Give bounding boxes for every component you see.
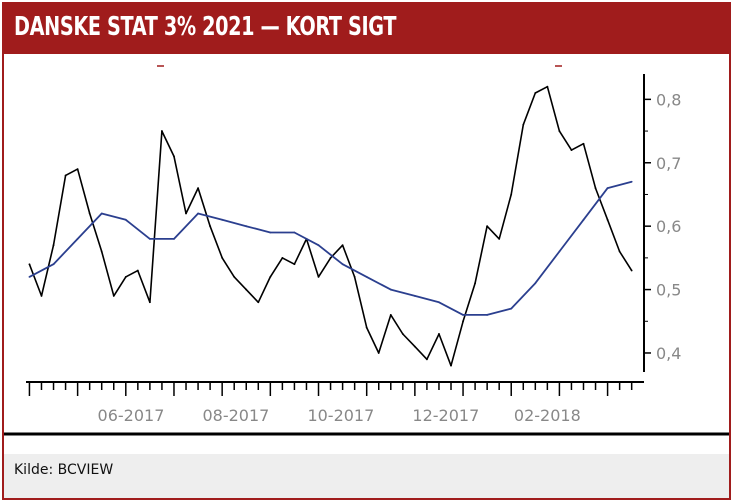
price-point xyxy=(52,244,55,247)
price-point xyxy=(124,275,127,278)
moving-average-point xyxy=(52,263,55,266)
price-point xyxy=(618,250,621,253)
price-point xyxy=(462,320,464,323)
price-point xyxy=(269,275,272,278)
price-point xyxy=(245,288,248,291)
title-bar: DANSKE STAT 3% 2021 — KORT SIGT xyxy=(4,4,729,54)
moving-average-point xyxy=(462,314,464,316)
price-point xyxy=(221,256,224,259)
moving-average-point xyxy=(148,237,151,240)
price-point xyxy=(88,212,91,215)
price-point xyxy=(185,212,187,215)
moving-average-point xyxy=(365,275,368,278)
price-point xyxy=(64,174,67,177)
price-point xyxy=(582,142,585,145)
price-point xyxy=(606,218,609,221)
price-point xyxy=(522,123,525,126)
price-point xyxy=(486,225,489,228)
price-point xyxy=(377,352,380,354)
price-point xyxy=(136,269,139,272)
moving-average-point xyxy=(341,263,344,266)
price-point xyxy=(450,364,452,367)
moving-average-point xyxy=(317,244,320,247)
price-point xyxy=(413,345,416,348)
price-point xyxy=(257,301,260,304)
moving-average-point xyxy=(630,180,633,183)
price-point xyxy=(426,358,428,361)
price-point xyxy=(365,326,368,329)
moving-average-point xyxy=(221,218,224,221)
moving-average-point xyxy=(558,250,561,253)
price-point xyxy=(197,187,199,190)
price-point xyxy=(510,193,513,196)
price-point xyxy=(353,275,356,278)
price-point xyxy=(329,256,332,259)
price-point xyxy=(76,168,79,171)
price-point xyxy=(28,263,31,266)
y-tick-label: 0,7 xyxy=(656,154,681,173)
price-point xyxy=(534,92,537,94)
price-point xyxy=(594,187,597,190)
moving-average-point xyxy=(245,225,248,228)
moving-average-point xyxy=(438,301,440,304)
moving-average-point xyxy=(510,307,513,310)
price-point xyxy=(401,333,404,335)
price-point xyxy=(389,314,392,316)
price-line xyxy=(28,85,633,367)
source-bar: Kilde: BCVIEW xyxy=(4,454,729,498)
source-note: Kilde: BCVIEW xyxy=(14,462,114,478)
price-point xyxy=(570,149,573,151)
price-point xyxy=(40,295,43,297)
moving-average-point xyxy=(76,237,79,240)
price-chart: 0,4 0,5 0,6 0,7 0,8 06-2017 08-2017 10-2017 12-2… xyxy=(4,65,729,436)
price-point xyxy=(317,275,320,278)
price-point xyxy=(100,250,103,253)
moving-average-point xyxy=(100,212,103,215)
y-tick-label: 0,6 xyxy=(656,217,681,236)
moving-average-point xyxy=(173,237,175,240)
price-point xyxy=(233,275,236,278)
price-point xyxy=(281,256,284,259)
moving-average-point xyxy=(293,231,296,234)
chart-title: DANSKE STAT 3% 2021 — KORT SIGT xyxy=(14,12,397,42)
price-point xyxy=(209,225,212,228)
x-tick-label: 02-2018 xyxy=(514,406,581,425)
moving-average-point xyxy=(582,218,585,221)
price-point xyxy=(112,295,115,297)
moving-average-point xyxy=(28,275,31,278)
plot-area: 0,4 0,5 0,6 0,7 0,8 06-2017 08-2017 10-2017 12-2… xyxy=(4,54,729,446)
moving-average-point xyxy=(534,282,537,285)
price-point xyxy=(546,85,549,88)
y-tick-label: 0,8 xyxy=(656,90,681,109)
moving-average-point xyxy=(269,231,272,234)
price-point xyxy=(293,263,296,266)
x-tick-label: 12-2017 xyxy=(412,406,479,425)
price-point xyxy=(341,244,344,247)
y-tick-label: 0,4 xyxy=(656,344,681,363)
moving-average-point xyxy=(124,218,127,221)
x-tick-label: 06-2017 xyxy=(98,406,165,425)
price-point xyxy=(498,237,501,240)
moving-average-line xyxy=(28,180,632,316)
price-point xyxy=(558,130,561,132)
price-point xyxy=(474,282,476,285)
price-point xyxy=(161,130,163,132)
x-tick-label: 08-2017 xyxy=(202,406,269,425)
moving-average-point xyxy=(197,212,199,215)
moving-average-point xyxy=(606,187,609,190)
moving-average-point xyxy=(413,295,416,297)
price-point xyxy=(630,269,633,272)
x-tick-label: 10-2017 xyxy=(307,406,374,425)
price-point xyxy=(438,333,440,335)
y-tick-label: 0,5 xyxy=(656,281,681,300)
price-point xyxy=(148,301,151,304)
moving-average-point xyxy=(389,288,392,291)
price-point xyxy=(173,155,175,158)
moving-average-point xyxy=(486,314,489,316)
